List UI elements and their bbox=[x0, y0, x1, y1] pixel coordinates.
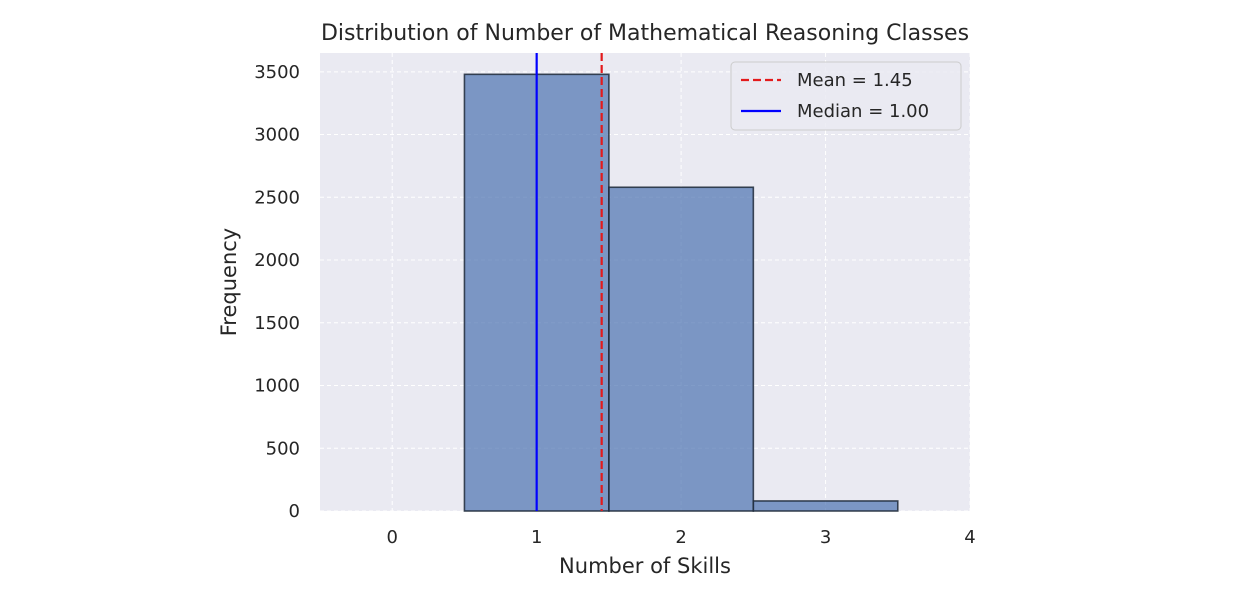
x-tick-label: 0 bbox=[386, 527, 397, 548]
legend-label-mean: Mean = 1.45 bbox=[797, 70, 913, 91]
y-tick-label: 3000 bbox=[254, 125, 300, 146]
x-tick-label: 3 bbox=[820, 527, 831, 548]
chart-title: Distribution of Number of Mathematical R… bbox=[321, 21, 969, 46]
y-tick-label: 1500 bbox=[254, 313, 300, 334]
y-tick-label: 2000 bbox=[254, 250, 300, 271]
y-axis-ticks: 0 500 1000 1500 2000 2500 3000 3500 bbox=[254, 62, 300, 522]
legend-box bbox=[730, 61, 962, 131]
x-tick-label: 2 bbox=[675, 527, 686, 548]
y-tick-label: 3500 bbox=[254, 62, 300, 83]
histogram-bar bbox=[608, 186, 755, 512]
x-tick-label: 1 bbox=[531, 527, 542, 548]
y-tick-label: 1000 bbox=[254, 376, 300, 397]
y-tick-label: 0 bbox=[289, 501, 300, 522]
histogram-bar bbox=[752, 500, 899, 512]
reference-lines bbox=[535, 53, 603, 511]
y-tick-label: 500 bbox=[266, 438, 300, 459]
y-tick-label: 2500 bbox=[254, 187, 300, 208]
y-axis-label: Frequency bbox=[217, 228, 241, 337]
x-tick-label: 4 bbox=[964, 527, 975, 548]
x-axis-label: Number of Skills bbox=[559, 554, 731, 578]
x-axis-ticks: 0 1 2 3 4 bbox=[386, 527, 975, 548]
legend-label-median: Median = 1.00 bbox=[797, 101, 929, 122]
legend: Mean = 1.45 Median = 1.00 bbox=[730, 61, 962, 131]
